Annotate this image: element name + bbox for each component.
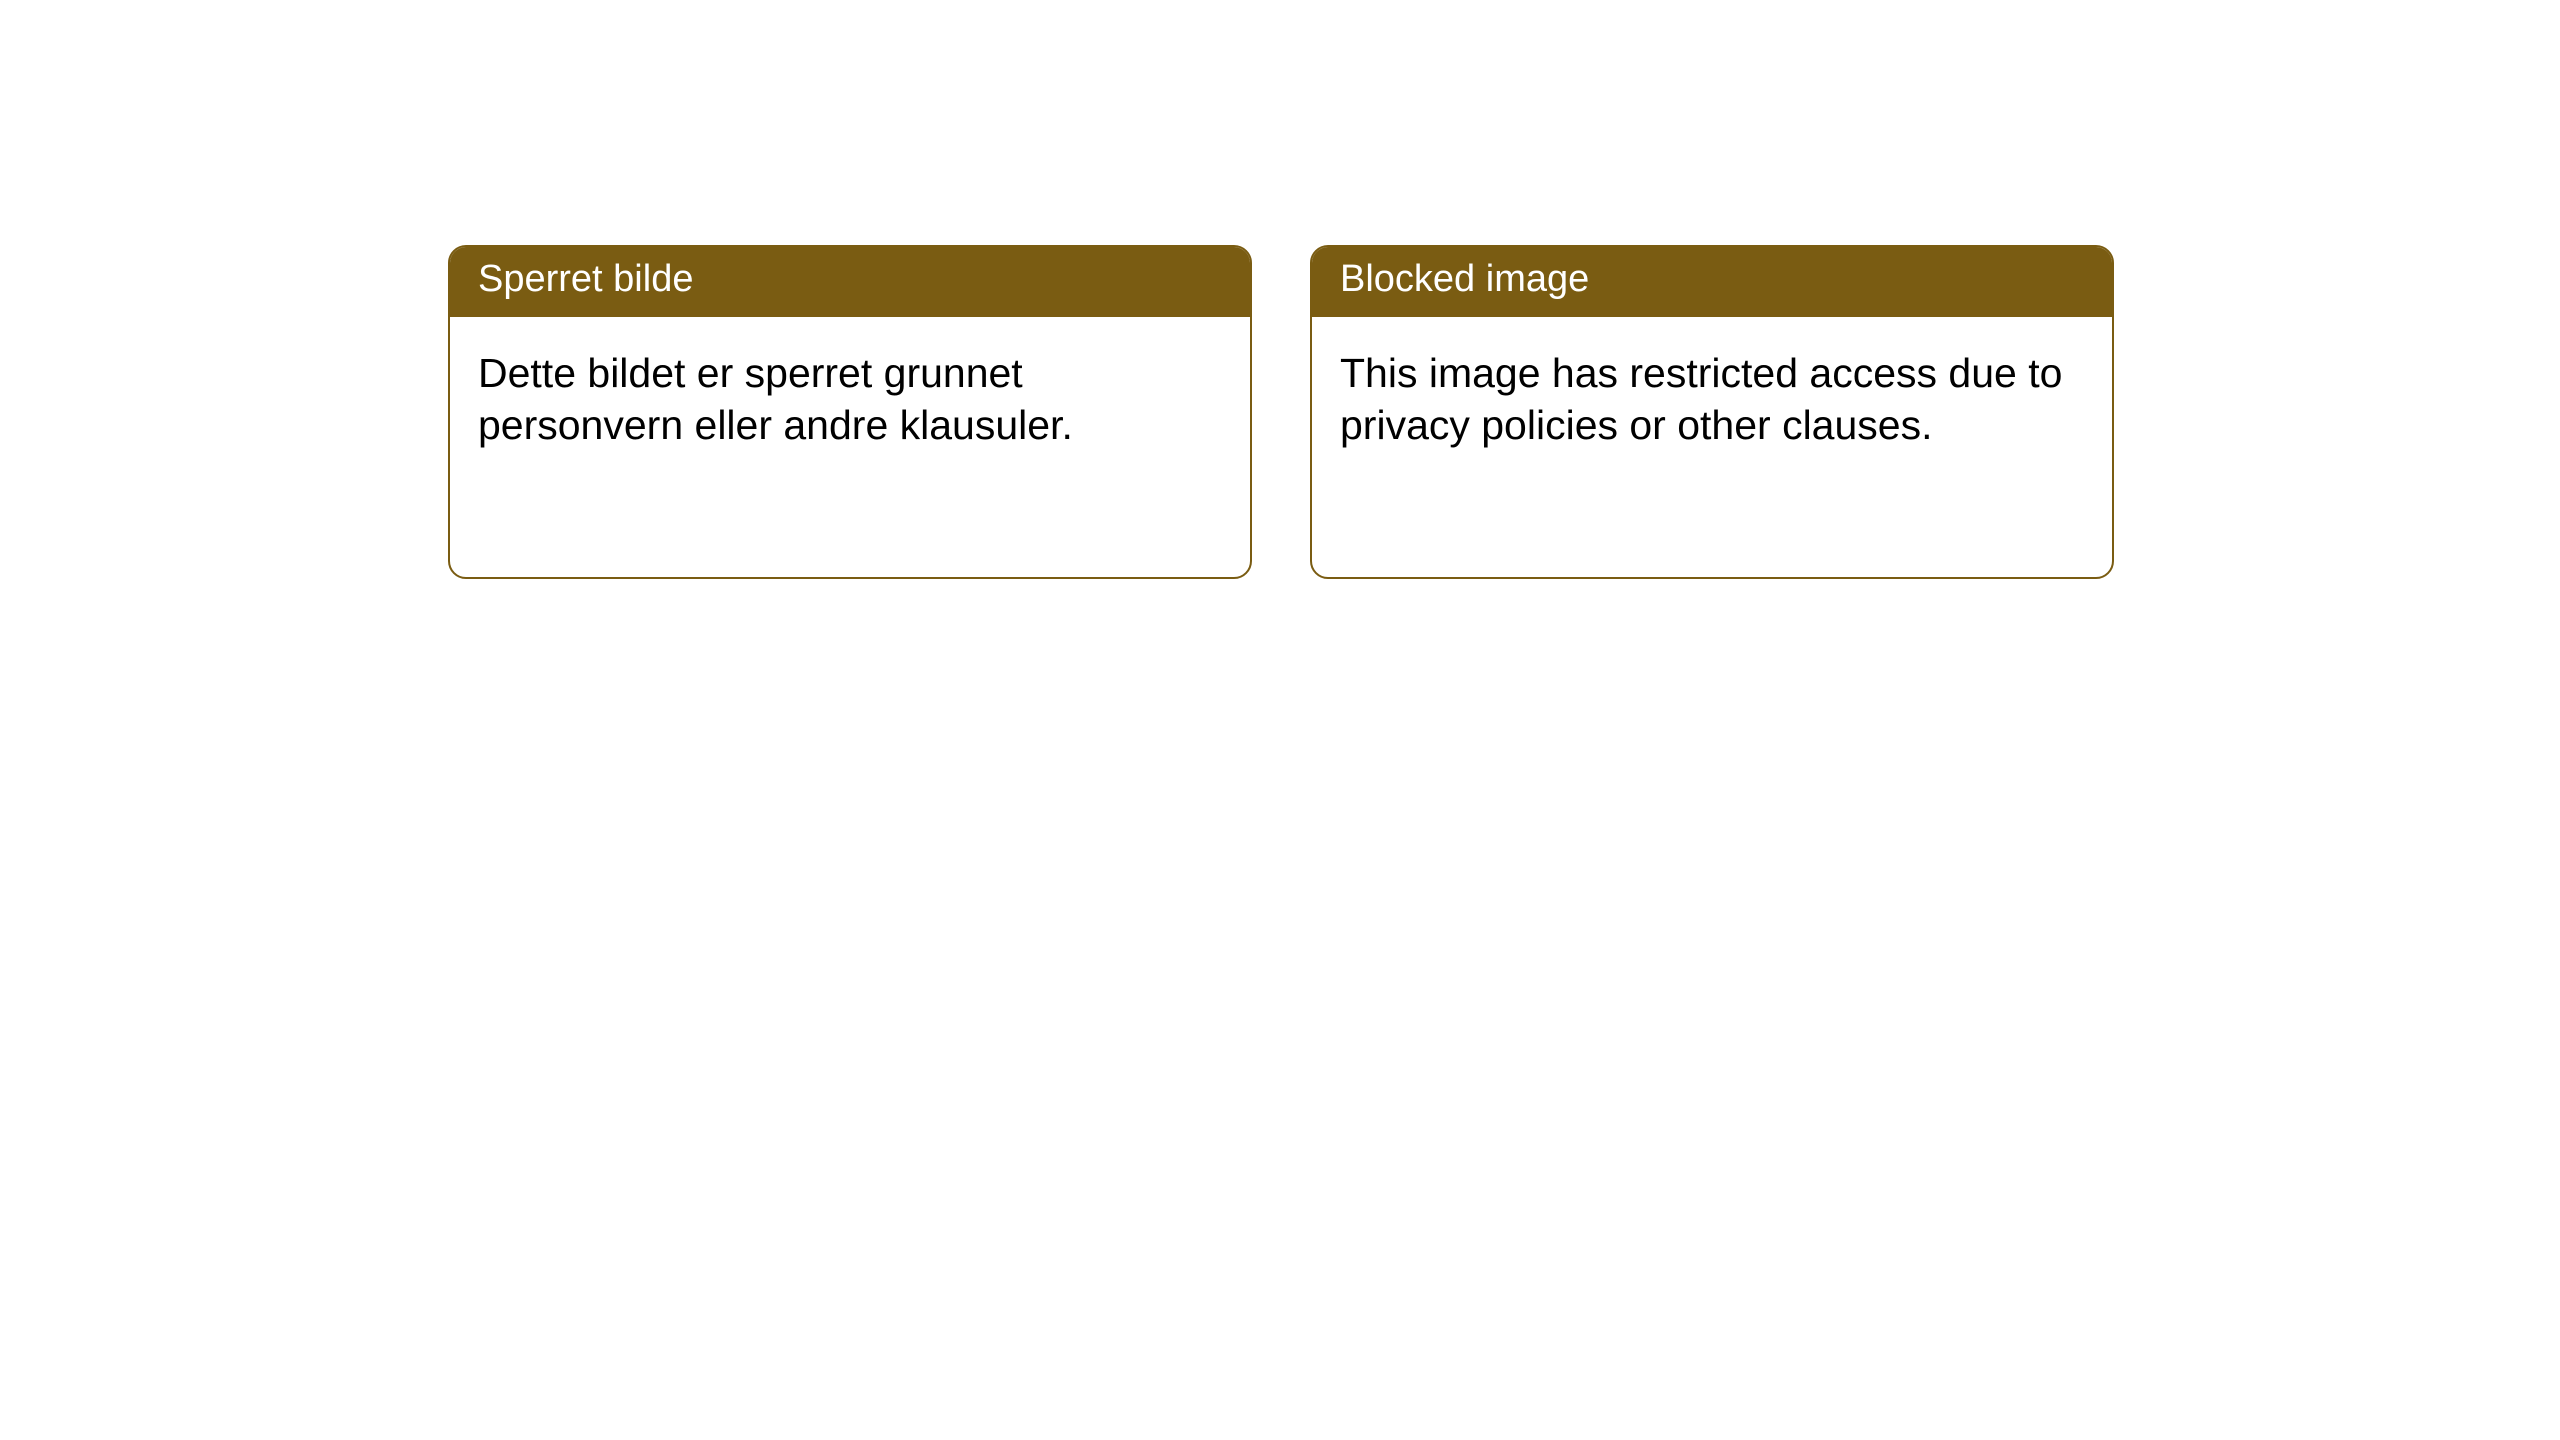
notice-title: Sperret bilde	[478, 258, 693, 300]
notice-header: Blocked image	[1312, 247, 2112, 317]
notice-header: Sperret bilde	[450, 247, 1250, 317]
notice-card-english: Blocked image This image has restricted …	[1310, 245, 2114, 579]
notice-card-norwegian: Sperret bilde Dette bildet er sperret gr…	[448, 245, 1252, 579]
notice-body: This image has restricted access due to …	[1312, 317, 2112, 482]
notice-body: Dette bildet er sperret grunnet personve…	[450, 317, 1250, 482]
notice-title: Blocked image	[1340, 258, 1589, 300]
notice-text: This image has restricted access due to …	[1340, 350, 2062, 448]
notice-container: Sperret bilde Dette bildet er sperret gr…	[0, 0, 2560, 579]
notice-text: Dette bildet er sperret grunnet personve…	[478, 350, 1073, 448]
